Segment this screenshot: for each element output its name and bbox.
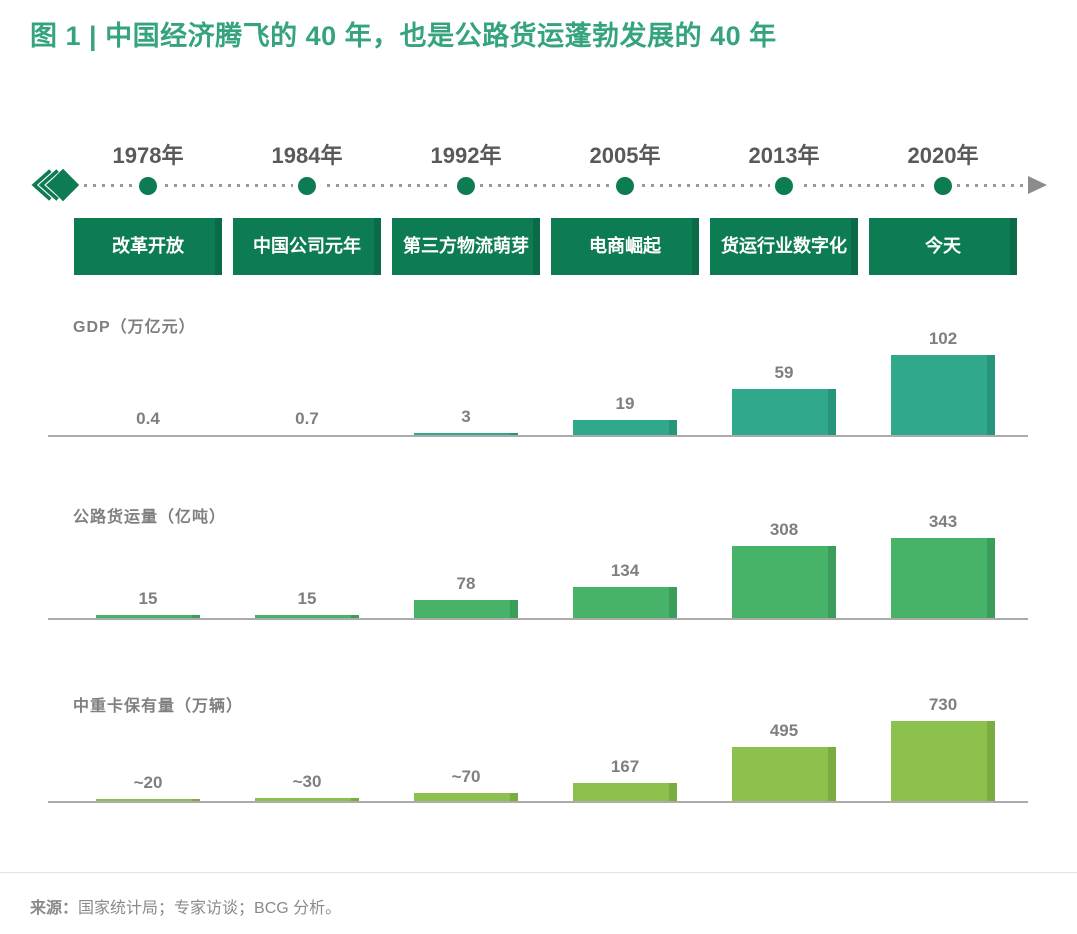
bar-value-label: 59 [774,362,794,382]
timeline-year: 1992年 [430,143,502,168]
timeline-node-icon [611,172,639,200]
bar [891,721,995,801]
source-text: 国家统计局；专家访谈；BCG 分析。 [78,900,342,917]
bar [414,599,518,618]
timeline-node-icon [293,172,321,200]
chart-title: GDP（万亿元） [73,319,196,336]
bar [732,546,836,618]
bar-value-label: ~30 [292,771,322,791]
timeline-year: 1978年 [112,143,184,168]
bar [891,355,995,435]
source-note: 来源：国家统计局；专家访谈；BCG 分析。 [30,894,341,918]
bar-value-label: 3 [461,406,471,426]
bar-value-label: 730 [928,695,958,714]
bar-value-label: 495 [769,720,799,740]
timeline-year: 2013年 [748,143,820,168]
bar-value-label: 167 [610,756,640,776]
bar [732,388,836,435]
bar [573,586,677,618]
timeline-year: 1984年 [271,143,343,168]
bar [255,434,359,435]
timeline-dotted-line [84,184,1030,187]
chart-plot-area: 15 15 78 134 308 343 [48,510,1028,620]
bar [414,432,518,435]
bar-value-label: 0.4 [136,408,160,428]
chart-plot-area: 0.4 0.7 3 19 59 102 [48,327,1028,437]
bar-value-label: 15 [138,588,158,608]
timeline-node-dot [934,177,952,195]
era-box: 电商崛起 [551,218,699,275]
timeline-node-icon [929,172,957,200]
bar [573,420,677,435]
bar-value-label: 102 [928,329,958,348]
bar [96,614,200,618]
bar-value-label: ~20 [133,772,163,792]
era-box: 中国公司元年 [233,218,381,275]
era-box: 今天 [869,218,1017,275]
bar-value-label: 19 [615,394,635,414]
era-box: 货运行业数字化 [710,218,858,275]
timeline-node-icon [452,172,480,200]
bar [96,798,200,801]
bar [573,782,677,801]
figure-title: 图 1 | 中国经济腾飞的 40 年，也是公路货运蓬勃发展的 40 年 [30,21,777,51]
bar-value-label: 78 [456,573,476,593]
bar-value-label: 0.7 [295,408,319,428]
arrow-right-icon [1028,176,1047,194]
bar-value-label: 15 [297,588,317,608]
bar-value-label: 134 [610,560,640,580]
bar [891,538,995,618]
timeline-year: 2020年 [907,143,979,168]
rewind-chevrons-icon [31,168,80,202]
chart-title: 中重卡保有量（万辆） [73,698,244,715]
timeline-node-dot [775,177,793,195]
bar [414,793,518,801]
source-label: 来源： [30,900,79,917]
timeline-node-dot [457,177,475,195]
timeline-node-icon [134,172,162,200]
bar [255,797,359,801]
timeline-node-dot [616,177,634,195]
footer-divider [0,872,1077,873]
timeline-node-icon [770,172,798,200]
bar-value-label: 308 [769,520,799,540]
bar-value-label: 343 [928,512,958,531]
timeline-node-dot [139,177,157,195]
bar [255,614,359,618]
bar-value-label: ~70 [451,767,481,787]
chart-plot-area: ~20 ~30 ~70 167 495 730 [48,693,1028,803]
era-box: 第三方物流萌芽 [392,218,540,275]
chart-title: 公路货运量（亿吨） [73,509,227,526]
timeline-node-dot [298,177,316,195]
era-box: 改革开放 [74,218,222,275]
bar [732,746,836,801]
timeline-year: 2005年 [589,143,661,168]
